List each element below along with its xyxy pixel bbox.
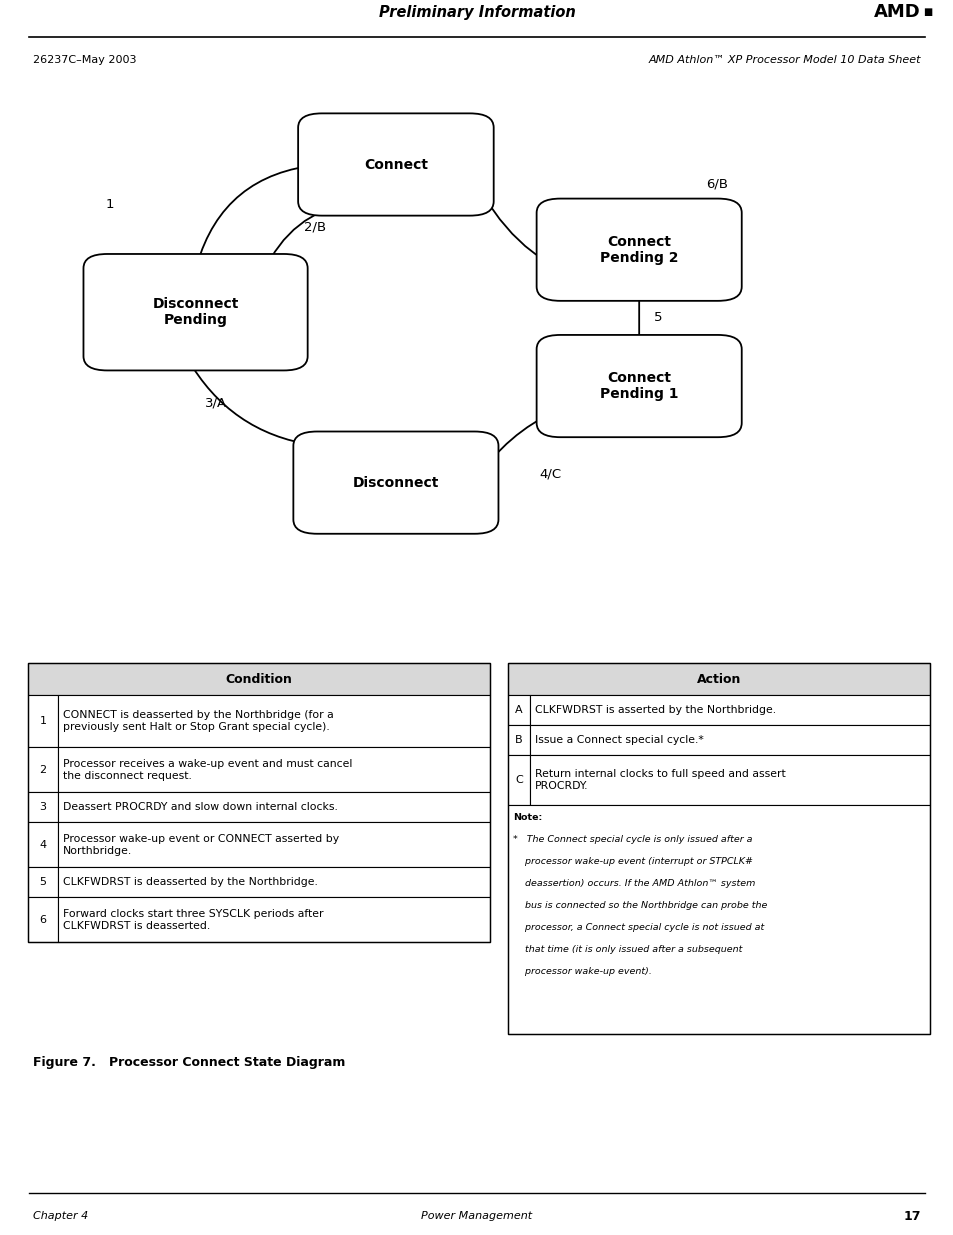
Text: 6: 6 — [39, 915, 47, 925]
Bar — [28, 898, 58, 942]
Text: 26237C–May 2003: 26237C–May 2003 — [33, 54, 136, 64]
Text: Power Management: Power Management — [421, 1212, 532, 1221]
Bar — [507, 663, 929, 1034]
Bar — [507, 663, 929, 695]
Text: 4/C: 4/C — [538, 468, 560, 480]
Text: 2: 2 — [39, 764, 47, 774]
Bar — [28, 867, 58, 898]
Bar — [507, 805, 929, 1034]
Text: Note:: Note: — [513, 814, 541, 823]
Bar — [58, 898, 490, 942]
Text: C: C — [515, 776, 522, 785]
Text: deassertion) occurs. If the AMD Athlon™ system: deassertion) occurs. If the AMD Athlon™ … — [513, 879, 755, 888]
FancyBboxPatch shape — [297, 114, 493, 216]
Text: Processor wake-up event or CONNECT asserted by
Northbridge.: Processor wake-up event or CONNECT asser… — [63, 834, 338, 856]
Text: *   The Connect special cycle is only issued after a: * The Connect special cycle is only issu… — [513, 835, 752, 845]
Text: 1: 1 — [106, 198, 113, 211]
Text: AMD Athlon™ XP Processor Model 10 Data Sheet: AMD Athlon™ XP Processor Model 10 Data S… — [647, 54, 920, 64]
Bar — [530, 755, 929, 805]
Bar — [58, 747, 490, 792]
Text: 3: 3 — [39, 803, 47, 813]
Text: Issue a Connect special cycle.*: Issue a Connect special cycle.* — [535, 735, 703, 745]
Text: 6/B: 6/B — [705, 178, 727, 191]
Bar — [58, 823, 490, 867]
Text: CLKFWDRST is asserted by the Northbridge.: CLKFWDRST is asserted by the Northbridge… — [535, 705, 776, 715]
Bar — [28, 747, 58, 792]
Text: Action: Action — [696, 673, 740, 685]
Text: Connect
Pending 1: Connect Pending 1 — [599, 370, 678, 401]
Text: Return internal clocks to full speed and assert
PROCRDY.: Return internal clocks to full speed and… — [535, 769, 785, 792]
Text: Preliminary Information: Preliminary Information — [378, 5, 575, 20]
FancyBboxPatch shape — [293, 431, 497, 534]
Text: Connect: Connect — [363, 158, 428, 172]
Text: Deassert PROCRDY and slow down internal clocks.: Deassert PROCRDY and slow down internal … — [63, 803, 337, 813]
Text: 1: 1 — [39, 716, 47, 726]
Text: 5: 5 — [653, 311, 661, 325]
Text: 4: 4 — [39, 840, 47, 850]
Text: Figure 7.   Processor Connect State Diagram: Figure 7. Processor Connect State Diagra… — [33, 1056, 345, 1068]
Bar — [507, 695, 530, 725]
Text: CLKFWDRST is deasserted by the Northbridge.: CLKFWDRST is deasserted by the Northbrid… — [63, 877, 317, 888]
Text: Chapter 4: Chapter 4 — [33, 1212, 89, 1221]
Bar — [28, 823, 58, 867]
Text: 5: 5 — [39, 877, 47, 888]
Text: CONNECT is deasserted by the Northbridge (for a
previously sent Halt or Stop Gra: CONNECT is deasserted by the Northbridge… — [63, 710, 334, 732]
FancyBboxPatch shape — [536, 335, 741, 437]
Text: 17: 17 — [902, 1210, 920, 1223]
Text: 2/B: 2/B — [303, 221, 326, 233]
Bar — [507, 725, 530, 755]
FancyBboxPatch shape — [536, 199, 741, 301]
Text: bus is connected so the Northbridge can probe the: bus is connected so the Northbridge can … — [513, 902, 766, 910]
Bar — [28, 663, 490, 942]
Text: Disconnect
Pending: Disconnect Pending — [152, 298, 238, 327]
Text: Processor receives a wake-up event and must cancel
the disconnect request.: Processor receives a wake-up event and m… — [63, 758, 352, 781]
Text: Forward clocks start three SYSCLK periods after
CLKFWDRST is deasserted.: Forward clocks start three SYSCLK period… — [63, 909, 323, 931]
Text: B: B — [515, 735, 522, 745]
Text: AMD: AMD — [873, 4, 920, 21]
FancyBboxPatch shape — [83, 254, 307, 370]
Text: A: A — [515, 705, 522, 715]
Text: processor, a Connect special cycle is not issued at: processor, a Connect special cycle is no… — [513, 924, 763, 932]
Text: processor wake-up event (interrupt or STPCLK#: processor wake-up event (interrupt or ST… — [513, 857, 752, 866]
Bar — [530, 695, 929, 725]
Text: that time (it is only issued after a subsequent: that time (it is only issued after a sub… — [513, 946, 741, 955]
Bar — [58, 695, 490, 747]
Bar — [58, 792, 490, 823]
Bar — [28, 792, 58, 823]
Text: ■: ■ — [923, 7, 932, 17]
Bar — [28, 663, 490, 695]
Bar — [507, 755, 530, 805]
Bar — [530, 725, 929, 755]
Text: Condition: Condition — [225, 673, 293, 685]
Text: 3/A: 3/A — [205, 396, 227, 410]
Bar — [28, 695, 58, 747]
Text: Disconnect: Disconnect — [353, 475, 438, 489]
Text: Connect
Pending 2: Connect Pending 2 — [599, 235, 678, 264]
Text: processor wake-up event).: processor wake-up event). — [513, 967, 651, 977]
Bar — [58, 867, 490, 898]
